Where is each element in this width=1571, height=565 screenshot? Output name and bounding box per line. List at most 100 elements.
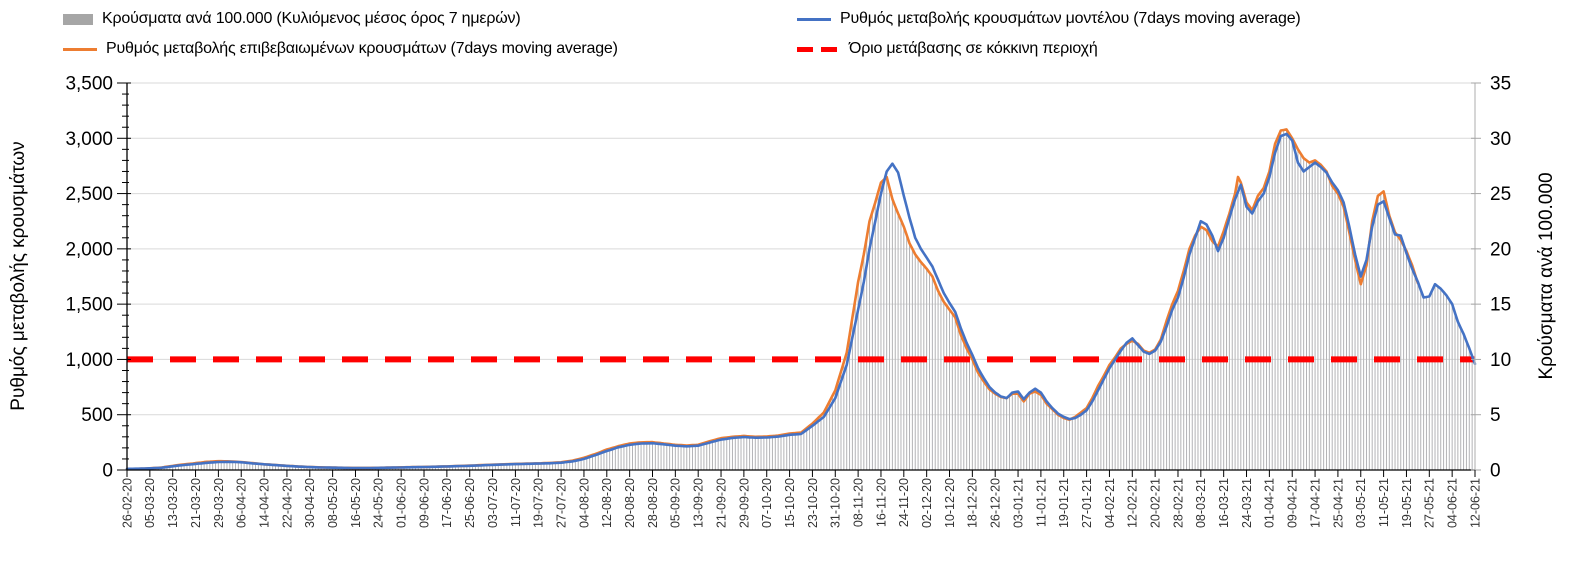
svg-text:28-08-20: 28-08-20 [646,478,660,528]
svg-text:16-03-21: 16-03-21 [1217,478,1231,528]
svg-text:09-06-20: 09-06-20 [417,478,431,528]
svg-text:3,000: 3,000 [65,129,113,150]
svg-text:28-02-21: 28-02-21 [1171,478,1185,528]
bar-series-swatch-icon [63,13,93,25]
svg-text:29-03-20: 29-03-20 [212,478,226,528]
svg-text:15-10-20: 15-10-20 [783,478,797,528]
svg-text:24-03-21: 24-03-21 [1240,478,1254,528]
svg-text:08-11-20: 08-11-20 [851,478,865,527]
svg-text:10: 10 [1490,350,1511,371]
svg-text:5: 5 [1490,405,1501,426]
legend-label-model-rate: Ρυθμός μεταβολής κρουσμάτων μοντέλου (7d… [840,10,1301,27]
svg-text:12-02-21: 12-02-21 [1126,478,1140,528]
svg-text:25-06-20: 25-06-20 [463,478,477,528]
svg-text:15: 15 [1490,295,1511,316]
svg-text:24-05-20: 24-05-20 [372,478,386,528]
svg-text:35: 35 [1490,74,1511,95]
svg-text:27-05-21: 27-05-21 [1423,478,1437,528]
svg-text:2,500: 2,500 [65,184,113,205]
svg-text:24-11-20: 24-11-20 [897,478,911,527]
svg-text:20-08-20: 20-08-20 [623,478,637,528]
svg-text:17-06-20: 17-06-20 [440,478,454,528]
svg-text:25: 25 [1490,184,1511,205]
svg-text:11-07-20: 11-07-20 [509,478,523,527]
model-rate-line [125,132,1477,471]
svg-text:16-05-20: 16-05-20 [349,478,363,528]
svg-text:30: 30 [1490,129,1511,150]
svg-text:10-12-20: 10-12-20 [943,478,957,528]
svg-text:08-05-20: 08-05-20 [326,478,340,528]
svg-text:3,500: 3,500 [65,74,113,95]
svg-text:09-04-21: 09-04-21 [1286,478,1300,528]
svg-text:04-02-21: 04-02-21 [1103,478,1117,528]
legend-item-red-threshold: Όριο μετάβασης σε κόκκινη περιοχή [797,38,1098,60]
svg-text:1,500: 1,500 [65,295,113,316]
svg-text:04-08-20: 04-08-20 [577,478,591,528]
right-axis-tick-labels: 0 5 10 15 20 25 30 35 [1490,74,1511,482]
right-axis-ticks [1471,82,1481,471]
confirmed-rate-line [125,128,1420,471]
svg-text:22-04-20: 22-04-20 [280,478,294,528]
svg-text:11-01-21: 11-01-21 [1034,478,1048,527]
svg-text:07-10-20: 07-10-20 [760,478,774,528]
svg-text:14-04-20: 14-04-20 [257,478,271,528]
svg-text:19-05-21: 19-05-21 [1400,478,1414,528]
svg-text:21-09-20: 21-09-20 [714,478,728,528]
svg-text:25-04-21: 25-04-21 [1331,478,1345,528]
svg-text:27-07-20: 27-07-20 [554,478,568,528]
svg-text:26-12-20: 26-12-20 [989,478,1003,528]
svg-text:29-09-20: 29-09-20 [737,478,751,528]
svg-text:31-10-20: 31-10-20 [829,478,843,528]
orange-line-swatch-icon [63,47,97,51]
svg-text:05-03-20: 05-03-20 [143,478,157,528]
svg-text:12-06-21: 12-06-21 [1468,478,1482,528]
svg-text:1,000: 1,000 [65,350,113,371]
x-axis-ticks [126,470,1476,477]
svg-text:05-09-20: 05-09-20 [669,478,683,528]
legend-label-confirmed-rate: Ρυθμός μεταβολής επιβεβαιωμένων κρουσμάτ… [106,40,618,57]
svg-text:18-12-20: 18-12-20 [966,478,980,528]
svg-text:01-06-20: 01-06-20 [395,478,409,528]
svg-text:03-01-21: 03-01-21 [1011,478,1025,528]
svg-text:2,000: 2,000 [65,239,113,260]
svg-text:04-06-21: 04-06-21 [1446,478,1460,528]
svg-text:12-08-20: 12-08-20 [600,478,614,528]
svg-text:13-03-20: 13-03-20 [166,478,180,528]
legend-label-red-threshold: Όριο μετάβασης σε κόκκινη περιοχή [849,40,1098,57]
blue-line-swatch-icon [797,17,831,21]
svg-text:16-11-20: 16-11-20 [874,478,888,527]
svg-text:21-03-20: 21-03-20 [189,478,203,528]
svg-text:03-05-21: 03-05-21 [1354,478,1368,528]
left-axis-tick-labels: 0 500 1,000 1,500 2,000 2,500 3,000 3,500 [65,74,113,482]
svg-text:03-07-20: 03-07-20 [486,478,500,528]
gridlines [127,82,1475,416]
legend-item-cases-per-100k: Κρούσματα ανά 100.000 (Κυλιόμενος μέσος … [63,8,521,30]
svg-text:02-12-20: 02-12-20 [920,478,934,528]
svg-text:27-01-21: 27-01-21 [1080,478,1094,528]
x-axis-tick-labels: 26-02-20 05-03-20 13-03-20 21-03-20 29-03-20… [120,478,1482,528]
legend-item-model-rate: Ρυθμός μεταβολής κρουσμάτων μοντέλου (7d… [797,8,1301,30]
svg-text:30-04-20: 30-04-20 [303,478,317,528]
left-axis-ticks [117,82,131,471]
svg-text:01-04-21: 01-04-21 [1263,478,1277,528]
legend-label-cases-per-100k: Κρούσματα ανά 100.000 (Κυλιόμενος μέσος … [102,10,521,27]
svg-text:0: 0 [1490,461,1501,482]
svg-text:500: 500 [81,405,113,426]
red-dash-swatch-icon [797,46,840,52]
svg-text:26-02-20: 26-02-20 [120,478,134,528]
svg-text:17-04-21: 17-04-21 [1308,478,1322,528]
svg-text:13-09-20: 13-09-20 [692,478,706,528]
svg-text:23-10-20: 23-10-20 [806,478,820,528]
svg-text:06-04-20: 06-04-20 [235,478,249,528]
svg-text:11-05-21: 11-05-21 [1377,478,1391,527]
bars-cases-per-100k [126,129,1476,470]
legend-item-confirmed-rate: Ρυθμός μεταβολής επιβεβαιωμένων κρουσμάτ… [63,38,618,60]
svg-text:19-07-20: 19-07-20 [532,478,546,528]
svg-text:19-01-21: 19-01-21 [1057,478,1071,528]
svg-text:20-02-21: 20-02-21 [1149,478,1163,528]
svg-text:08-03-21: 08-03-21 [1194,478,1208,528]
svg-text:20: 20 [1490,239,1511,260]
svg-text:0: 0 [102,461,113,482]
